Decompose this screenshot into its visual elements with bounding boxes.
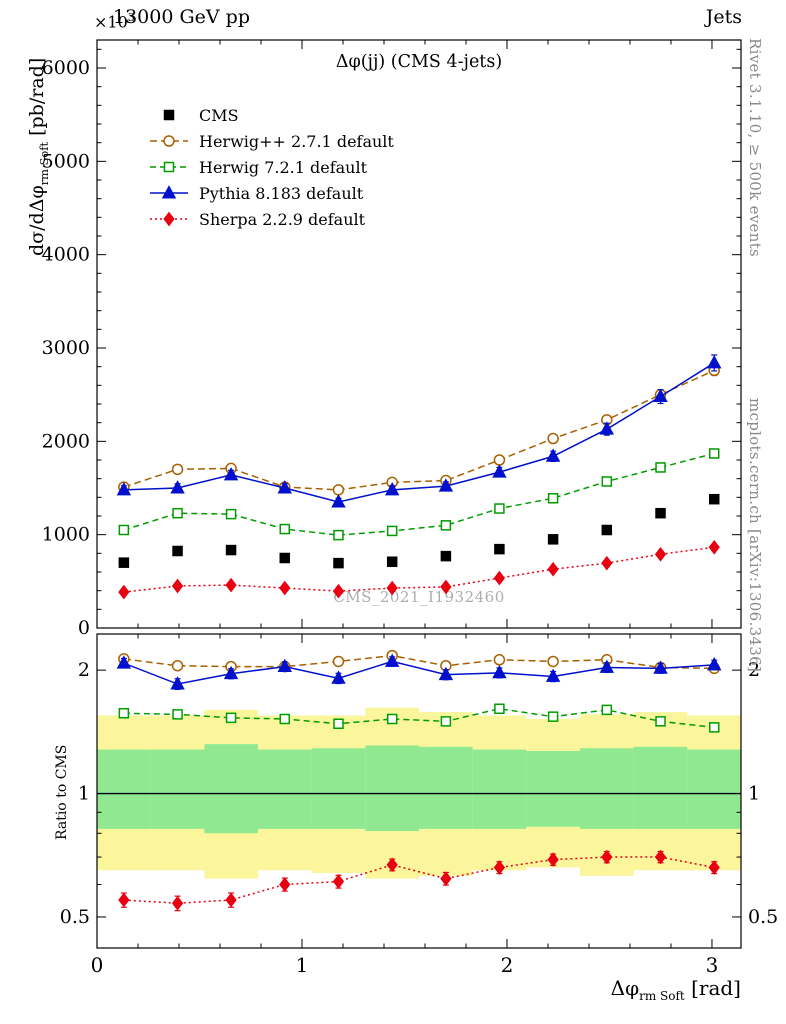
legend-label-herwig7: Herwig 7.2.1 default (199, 157, 368, 177)
x-label-units: [rad] (691, 976, 741, 1000)
tick-label: 4000 (42, 244, 90, 266)
y-label-text: dσ/dΔφ (26, 185, 48, 256)
plot-title: Δφ(jj) (CMS 4-jets) (335, 52, 503, 72)
series-ratio-herwigpp (118, 649, 720, 675)
tick-label: 0.5 (748, 906, 778, 928)
tick-label: 0 (78, 617, 90, 639)
tick-label: 0 (91, 953, 104, 977)
mcplots-note: mcplots.cern.ch [arXiv:1306.3436] (746, 398, 764, 673)
tick-label: 3000 (42, 337, 90, 359)
legend-marker-pythia (150, 185, 188, 199)
tick-label: 1000 (42, 524, 90, 546)
y-label-units: [pb/rad] (26, 57, 48, 136)
tick-label: 2 (78, 659, 90, 681)
tick-label: 1 (78, 783, 90, 805)
legend-marker-sherpa (150, 211, 188, 227)
panel-frame (96, 633, 742, 949)
legend-label-herwigpp: Herwig++ 2.7.1 default (199, 131, 394, 151)
y-axis-label-main: dσ/dΔφrm Soft [pb/rad] (26, 58, 51, 256)
tick-label: 0.5 (60, 906, 90, 928)
legend-label-cms: CMS (199, 105, 239, 125)
series-main-herwigpp (118, 364, 720, 496)
beam-energy-label: 13000 GeV pp (113, 6, 250, 28)
legend: CMS Herwig++ 2.7.1 default Herwig 7.2.1 de… (148, 102, 394, 232)
legend-item-herwigpp: Herwig++ 2.7.1 default (148, 128, 394, 154)
series-main-pythia (116, 354, 722, 508)
legend-label-sherpa: Sherpa 2.2.9 default (199, 209, 366, 229)
series-ratio-herwig7 (118, 703, 720, 733)
legend-marker-herwig7 (150, 161, 188, 173)
tick-label: 2 (748, 659, 760, 681)
x-axis-label: Δφrm Soft [rad] (611, 976, 741, 1003)
green-uncertainty-band (97, 749, 151, 829)
legend-item-pythia: Pythia 8.183 default (148, 180, 394, 206)
axes: 0 1000 2000 3000 4000 5000 6000 0 1 2 3 0.5 0.5 1 1 2 2 (42, 39, 778, 977)
tick-label: 5000 (42, 150, 90, 172)
tick-label: 3 (706, 953, 719, 977)
series-main-cms (118, 493, 720, 569)
scale-prefix: ×10 (94, 12, 128, 32)
panel-frame (96, 39, 742, 629)
analysis-group-label: Jets (705, 6, 742, 28)
x-label-text: Δφ (610, 976, 640, 1000)
green-uncertainty-band (365, 745, 420, 832)
legend-label-pythia: Pythia 8.183 default (199, 183, 364, 203)
scale-exponent: 3 (127, 11, 135, 24)
legend-marker-cms (163, 109, 175, 121)
green-uncertainty-band (526, 750, 580, 827)
green-uncertainty-band (687, 749, 741, 829)
green-uncertainty-band (311, 748, 366, 829)
legend-marker-herwigpp (150, 135, 188, 147)
x-label-sub: rm Soft (639, 989, 685, 1003)
green-uncertainty-band (579, 748, 634, 829)
series-main-herwig7 (118, 448, 720, 541)
green-uncertainty-band (257, 749, 312, 829)
green-uncertainty-band (472, 749, 527, 829)
tick-label: 2 (501, 953, 514, 977)
tick-label: 1 (296, 953, 309, 977)
green-uncertainty-band (150, 749, 205, 829)
series-ratio-sherpa (118, 849, 720, 912)
series-main-sherpa (118, 539, 720, 600)
rivet-version-note: Rivet 3.1.10, ≥ 500k events (746, 38, 764, 258)
watermark: CMS_2021_I1932460 (333, 588, 505, 606)
green-uncertainty-band (419, 746, 473, 829)
y-axis-label-ratio: Ratio to CMS (54, 744, 70, 840)
tick-label: 1 (748, 783, 760, 805)
series-ratio-pythia (116, 653, 722, 690)
tick-label: 6000 (42, 57, 90, 79)
green-uncertainty-band (204, 744, 258, 834)
legend-item-sherpa: Sherpa 2.2.9 default (148, 206, 394, 232)
legend-item-cms: CMS (148, 102, 394, 128)
green-uncertainty-band (633, 746, 688, 829)
y-axis-scale-factor: ×103 (94, 11, 135, 31)
legend-item-herwig7: Herwig 7.2.1 default (148, 154, 394, 180)
y-label-sub: rm Soft (36, 141, 51, 186)
tick-label: 2000 (42, 430, 90, 452)
